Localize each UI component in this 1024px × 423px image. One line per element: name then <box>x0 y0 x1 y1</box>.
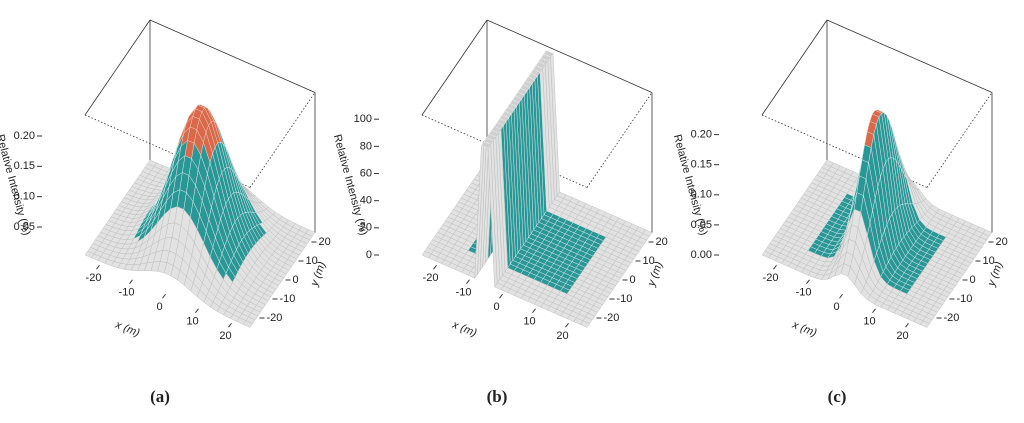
panel-caption: (c) <box>828 387 847 406</box>
x-tick-label: 20 <box>896 330 908 342</box>
x-tick-label: 0 <box>493 301 499 313</box>
x-tick-label: 0 <box>833 301 839 313</box>
surface-cell <box>920 320 930 328</box>
x-tick-label: -20 <box>86 272 102 284</box>
z-tick-label: 0.05 <box>14 221 35 233</box>
box-edge <box>421 19 488 116</box>
x-tick-label: 10 <box>863 316 875 328</box>
y-tick-label: 20 <box>996 236 1008 248</box>
z-tick-label: 0.10 <box>691 189 712 201</box>
x-tick <box>466 279 470 285</box>
x-tick <box>773 264 777 270</box>
box-edge <box>926 92 993 188</box>
box-edge <box>761 19 828 116</box>
box-edge <box>826 19 993 93</box>
z-tick-label: 0.15 <box>691 159 712 171</box>
x-tick-label: 20 <box>556 330 568 342</box>
z-tick-label: 40 <box>360 195 372 207</box>
z-tick-label: 60 <box>360 167 372 179</box>
box-edge <box>84 19 151 116</box>
x-tick <box>532 308 536 314</box>
x-tick-label: -20 <box>423 272 439 284</box>
x-tick-label: 10 <box>186 316 198 328</box>
x-tick <box>228 322 232 328</box>
y-tick-label: 0 <box>293 274 299 286</box>
z-tick-label: 0 <box>366 249 372 261</box>
z-tick-label: 0.20 <box>14 130 35 142</box>
x-axis-title: x (m) <box>790 319 819 340</box>
y-tick-label: -20 <box>604 312 620 324</box>
x-tick <box>96 264 100 270</box>
x-tick <box>129 279 133 285</box>
panel-caption: (a) <box>150 387 170 406</box>
y-tick-label: -10 <box>280 293 296 305</box>
x-tick-label: 10 <box>523 316 535 328</box>
z-tick-label: 0.05 <box>691 219 712 231</box>
x-tick <box>433 264 437 270</box>
x-axis-title: x (m) <box>450 319 479 340</box>
y-tick-label: 10 <box>643 255 655 267</box>
surface-cell <box>243 320 253 328</box>
box-edge <box>486 19 653 93</box>
box-edge <box>249 92 316 188</box>
panel-caption: (b) <box>487 387 508 406</box>
x-tick-label: -10 <box>119 287 135 299</box>
box-edge <box>586 92 653 188</box>
x-tick <box>162 293 166 299</box>
x-tick <box>499 293 503 299</box>
z-tick-label: 0.00 <box>691 249 712 261</box>
x-axis-title: x (m) <box>113 319 142 340</box>
z-tick-label: 0.10 <box>14 191 35 203</box>
y-tick-label: -10 <box>617 293 633 305</box>
y-tick-label: 0 <box>630 274 636 286</box>
x-tick <box>872 308 876 314</box>
x-tick <box>806 279 810 285</box>
x-tick-label: 20 <box>219 330 231 342</box>
y-tick-label: 10 <box>306 255 318 267</box>
z-tick-label: 20 <box>360 222 372 234</box>
y-tick-label: 0 <box>970 274 976 286</box>
z-tick-label: 0.15 <box>14 160 35 172</box>
z-tick-label: 80 <box>360 140 372 152</box>
y-tick-label: 10 <box>983 255 995 267</box>
box-edge <box>149 19 316 93</box>
y-tick-label: 20 <box>656 236 668 248</box>
x-tick <box>905 322 909 328</box>
surface-cell <box>580 320 590 328</box>
y-tick-label: -20 <box>944 312 960 324</box>
x-tick <box>565 322 569 328</box>
z-tick-label: 100 <box>354 113 372 125</box>
x-tick-label: -20 <box>763 272 779 284</box>
x-tick-label: 0 <box>156 301 162 313</box>
y-tick-label: 20 <box>319 236 331 248</box>
x-tick <box>839 293 843 299</box>
y-tick-label: -20 <box>267 312 283 324</box>
x-tick-label: -10 <box>796 287 812 299</box>
x-tick <box>195 308 199 314</box>
z-tick-label: 0.20 <box>691 129 712 141</box>
y-tick-label: -10 <box>957 293 973 305</box>
x-tick-label: -10 <box>456 287 472 299</box>
